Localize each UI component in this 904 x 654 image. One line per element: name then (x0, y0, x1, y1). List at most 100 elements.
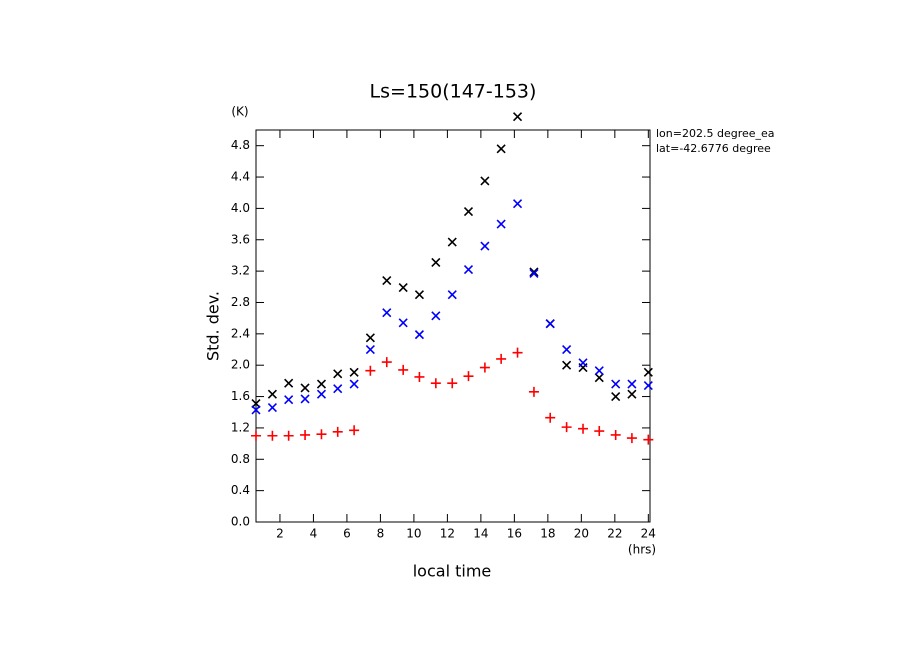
plot-frame (255, 129, 651, 523)
x-tick-label: 20 (574, 527, 589, 541)
point (594, 366, 604, 376)
point (284, 395, 294, 405)
point (365, 365, 376, 376)
point (349, 367, 359, 377)
point (496, 144, 506, 154)
point (627, 379, 637, 389)
point (643, 434, 654, 445)
x-unit: (hrs) (628, 543, 656, 557)
point (611, 379, 621, 389)
y-tick-label: 4.4 (231, 170, 250, 184)
point (627, 389, 637, 399)
annotation: lon=202.5 degree_ea (656, 127, 775, 140)
point (398, 318, 408, 328)
point (267, 389, 277, 399)
point (431, 311, 441, 321)
point (381, 357, 392, 368)
point (528, 386, 539, 397)
point (643, 381, 653, 391)
point (284, 378, 294, 388)
y-tick-label: 0.8 (231, 452, 250, 466)
point (300, 429, 311, 440)
point (578, 358, 588, 368)
point (562, 360, 572, 370)
point (365, 344, 375, 355)
point (349, 379, 359, 389)
point (512, 112, 523, 122)
y-tick-label: 2.4 (231, 326, 250, 340)
point (480, 241, 490, 251)
chart-title: Ls=150(147-153) (370, 81, 537, 103)
x-axis-label: local time (413, 562, 492, 581)
point (611, 391, 621, 402)
point (349, 425, 360, 436)
y-tick-label: 1.6 (231, 389, 250, 403)
point (643, 367, 653, 377)
point (430, 378, 441, 389)
x-tick-label: 6 (343, 527, 351, 541)
point (316, 389, 327, 399)
point (332, 426, 343, 437)
point (496, 219, 506, 229)
point (414, 330, 424, 340)
x-tick-label: 10 (406, 527, 421, 541)
annotation: lat=-42.6776 degree (656, 142, 771, 155)
x-tick-label: 8 (377, 527, 385, 541)
y-axis-label: Std. dev. (204, 291, 223, 361)
y-tick-label: 0.0 (231, 515, 250, 529)
y-tick-label: 4.0 (231, 201, 250, 215)
point (463, 206, 474, 217)
point (431, 257, 441, 268)
point (463, 371, 474, 382)
point (562, 344, 572, 355)
point (463, 264, 474, 275)
x-tick-label: 24 (641, 527, 656, 541)
point (251, 430, 261, 441)
point (447, 378, 458, 389)
point (414, 290, 424, 300)
point (447, 237, 457, 247)
y-tick-label: 2.8 (231, 295, 250, 309)
y-unit: (K) (231, 105, 248, 119)
point (545, 319, 555, 329)
point (626, 433, 637, 444)
point (267, 402, 277, 413)
point (512, 199, 523, 209)
point (300, 394, 310, 404)
point (316, 379, 327, 389)
point (561, 422, 572, 433)
point (512, 347, 523, 358)
x-tick-label: 18 (540, 527, 555, 541)
point (382, 275, 392, 286)
point (398, 283, 408, 293)
point (414, 371, 425, 382)
y-tick-label: 2.0 (231, 358, 250, 372)
y-tick-label: 4.8 (231, 138, 250, 152)
point (447, 290, 457, 300)
point (545, 412, 556, 423)
point (594, 426, 605, 437)
point (333, 384, 343, 394)
x-tick-label: 22 (607, 527, 622, 541)
point (398, 364, 409, 375)
point (529, 268, 539, 279)
x-tick-label: 4 (310, 527, 318, 541)
y-tick-label: 3.6 (231, 232, 250, 246)
x-tick-label: 16 (507, 527, 522, 541)
point (333, 369, 343, 379)
point (529, 267, 539, 277)
point (316, 429, 327, 440)
y-tick-label: 1.2 (231, 420, 250, 434)
point (251, 405, 261, 415)
x-tick-label: 2 (276, 527, 284, 541)
point (480, 176, 490, 186)
y-tick-label: 0.4 (231, 483, 250, 497)
point (267, 430, 278, 441)
point (365, 333, 375, 343)
x-tick-label: 12 (440, 527, 455, 541)
point (300, 383, 310, 393)
y-tick-label: 3.2 (231, 264, 250, 278)
point (496, 353, 507, 364)
point (578, 423, 589, 434)
